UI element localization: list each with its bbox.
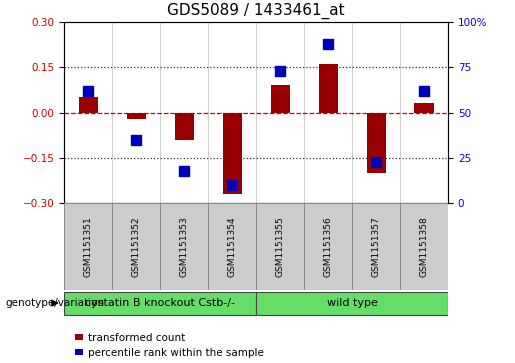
Text: GSM1151353: GSM1151353	[180, 216, 189, 277]
Point	[372, 159, 380, 164]
Text: transformed count: transformed count	[88, 333, 185, 343]
Point	[228, 182, 236, 188]
Bar	[400, 203, 448, 290]
Text: genotype/variation: genotype/variation	[5, 298, 104, 308]
Bar	[160, 203, 208, 290]
Text: GSM1151351: GSM1151351	[84, 216, 93, 277]
Text: GSM1151352: GSM1151352	[132, 216, 141, 277]
Bar	[64, 292, 256, 314]
Bar	[256, 203, 304, 290]
Text: cystatin B knockout Cstb-/-: cystatin B knockout Cstb-/-	[85, 298, 235, 308]
Text: GSM1151356: GSM1151356	[323, 216, 333, 277]
Point	[324, 41, 332, 46]
Bar	[367, 113, 386, 173]
Point	[276, 68, 284, 74]
Bar	[256, 292, 448, 314]
Point	[180, 168, 188, 174]
Text: GSM1151354: GSM1151354	[228, 216, 237, 277]
Bar	[319, 64, 338, 113]
Bar	[112, 203, 160, 290]
Bar	[208, 203, 256, 290]
Bar	[270, 85, 290, 113]
Text: wild type: wild type	[327, 298, 377, 308]
Bar	[222, 113, 242, 194]
Bar	[175, 113, 194, 140]
Title: GDS5089 / 1433461_at: GDS5089 / 1433461_at	[167, 3, 345, 19]
Bar	[304, 203, 352, 290]
Bar	[64, 203, 112, 290]
Text: GSM1151358: GSM1151358	[420, 216, 428, 277]
Bar	[415, 103, 434, 113]
Text: GSM1151355: GSM1151355	[276, 216, 285, 277]
Point	[84, 88, 93, 94]
Bar	[79, 97, 98, 113]
Bar	[352, 203, 400, 290]
Bar	[127, 113, 146, 119]
Text: percentile rank within the sample: percentile rank within the sample	[88, 348, 264, 358]
Text: GSM1151357: GSM1151357	[372, 216, 381, 277]
Point	[420, 88, 428, 94]
Point	[132, 137, 141, 143]
